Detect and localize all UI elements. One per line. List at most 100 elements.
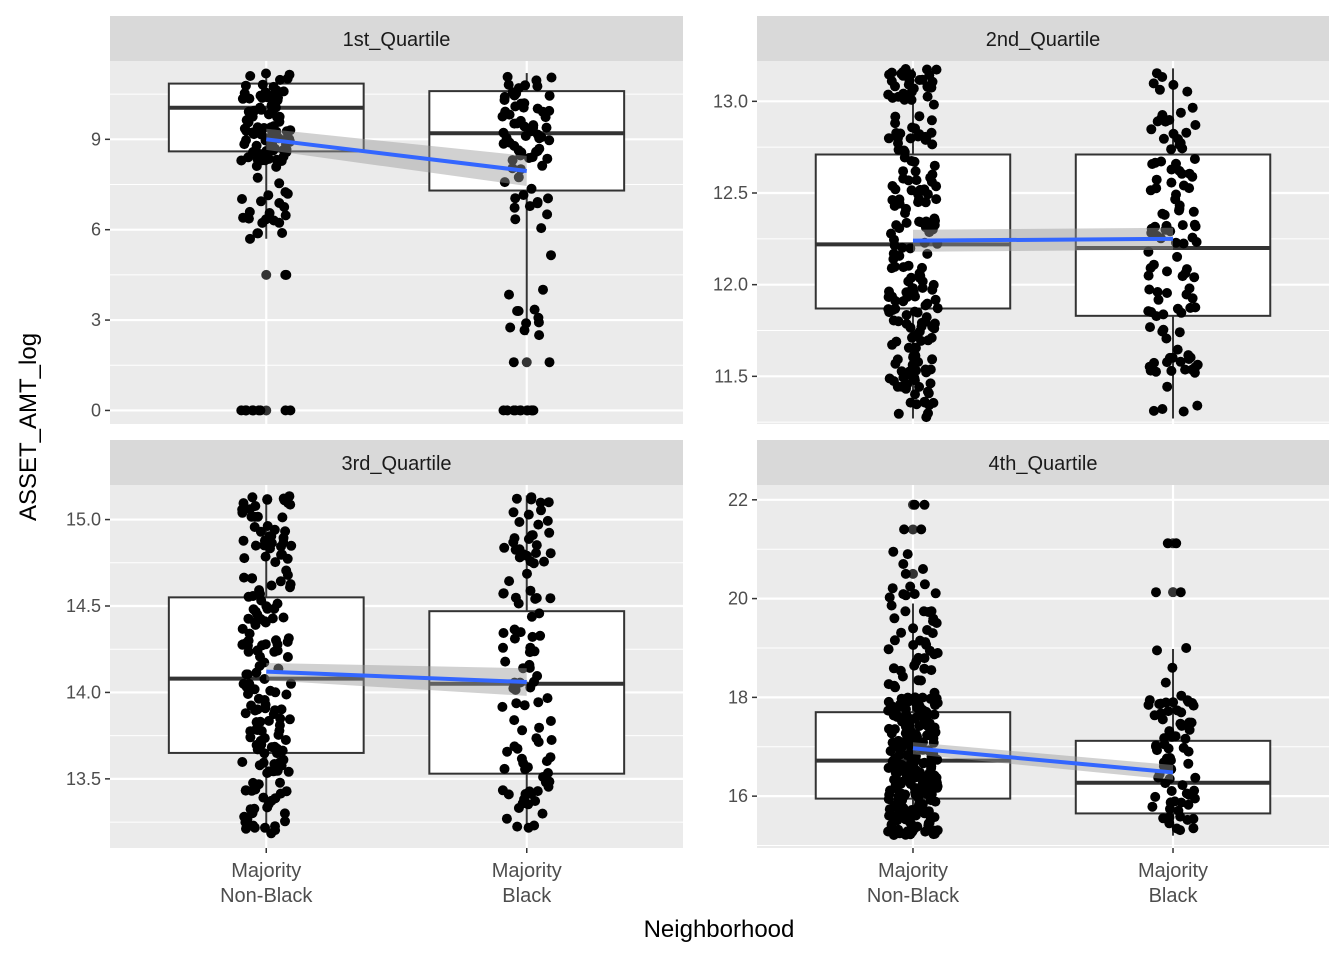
y-tick-label: 22 <box>728 490 748 510</box>
data-point <box>1181 643 1192 653</box>
data-point <box>910 291 920 302</box>
data-point <box>887 583 898 594</box>
data-point <box>896 627 907 638</box>
data-point <box>531 593 542 603</box>
data-point <box>1161 333 1172 344</box>
data-point <box>270 825 281 836</box>
data-point <box>528 558 539 569</box>
data-point <box>929 160 940 171</box>
data-point <box>902 692 913 703</box>
facet-strip-label: 4th_Quartile <box>989 453 1098 475</box>
data-point <box>1158 324 1169 335</box>
data-point <box>896 381 907 392</box>
data-point <box>1174 205 1184 216</box>
data-point <box>542 153 553 164</box>
data-point <box>1166 365 1177 376</box>
data-point <box>256 739 267 750</box>
data-point <box>519 98 530 109</box>
data-point <box>240 80 251 91</box>
data-point <box>889 261 900 272</box>
data-point <box>285 579 296 590</box>
data-point <box>1153 772 1164 783</box>
data-point <box>544 527 555 538</box>
data-point <box>237 194 247 204</box>
data-point <box>886 67 897 78</box>
data-point <box>892 814 903 825</box>
data-point <box>901 203 911 214</box>
data-point <box>913 675 924 686</box>
data-point <box>259 695 270 705</box>
data-point <box>503 79 514 90</box>
data-point <box>541 122 552 133</box>
data-point <box>518 663 529 674</box>
data-point <box>1172 251 1183 262</box>
data-point <box>1176 168 1187 179</box>
data-point <box>916 524 927 535</box>
data-point <box>895 128 906 139</box>
facet-strip <box>757 440 1329 485</box>
data-point <box>901 310 912 320</box>
data-point <box>532 81 543 92</box>
data-point <box>237 639 248 650</box>
data-point <box>280 816 290 827</box>
data-point <box>907 359 918 370</box>
data-point <box>912 731 922 742</box>
data-point <box>504 289 514 300</box>
data-point <box>499 763 510 774</box>
data-point <box>510 405 521 416</box>
data-point <box>512 821 523 832</box>
data-point <box>932 781 943 792</box>
x-tick-label: Majority <box>1138 860 1208 882</box>
data-point <box>927 354 938 365</box>
data-point <box>531 548 541 558</box>
data-point <box>519 700 530 711</box>
data-point <box>1159 209 1170 220</box>
data-point <box>1167 662 1178 673</box>
data-point <box>285 125 296 136</box>
data-point <box>1166 177 1177 188</box>
data-point <box>905 748 916 759</box>
data-point <box>889 200 900 211</box>
facet-strip-label: 3rd_Quartile <box>341 453 451 475</box>
data-point <box>887 339 898 350</box>
data-point <box>512 306 523 316</box>
data-point <box>1174 327 1185 338</box>
data-point <box>513 172 524 183</box>
data-point <box>281 786 292 797</box>
data-point <box>907 826 918 837</box>
data-point <box>928 733 939 744</box>
data-point <box>546 72 557 83</box>
data-point <box>929 649 940 660</box>
x-tick-label: Majority <box>878 860 948 882</box>
trend-confidence-band <box>266 128 527 186</box>
data-point <box>527 631 538 642</box>
data-point <box>279 202 290 212</box>
facet-strip <box>110 16 683 61</box>
data-point <box>280 526 291 537</box>
data-point <box>1175 107 1186 118</box>
data-point <box>910 789 921 800</box>
data-point <box>274 178 285 189</box>
data-point <box>1163 706 1174 717</box>
data-point <box>1157 404 1168 414</box>
data-point <box>1189 219 1200 230</box>
data-point <box>499 95 510 105</box>
data-point <box>279 808 290 819</box>
data-point <box>1163 743 1174 754</box>
data-point <box>1188 206 1199 217</box>
facet-strip-label: 2nd_Quartile <box>986 29 1101 51</box>
data-point <box>517 725 528 736</box>
y-tick-label: 20 <box>728 589 748 609</box>
facet-panels: 1st_Quartile 0 3 6 9 2nd_Quartile 11.5 12.0 12.5… <box>66 16 1329 907</box>
data-point <box>922 91 933 102</box>
data-point <box>237 504 248 515</box>
data-point <box>919 579 930 590</box>
facet-2nd_Quartile: 2nd_Quartile 11.5 12.0 12.5 13.0 <box>713 16 1329 424</box>
data-point <box>275 713 286 724</box>
data-point <box>247 127 258 138</box>
data-point <box>252 172 263 183</box>
data-point <box>544 357 555 368</box>
data-point <box>925 378 936 389</box>
data-point <box>918 606 929 617</box>
data-point <box>929 323 940 334</box>
